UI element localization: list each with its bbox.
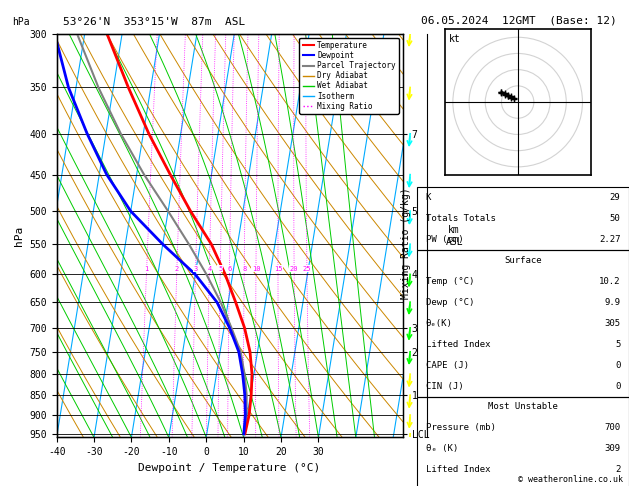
Text: 9.9: 9.9 — [604, 297, 621, 307]
Text: 50: 50 — [610, 214, 621, 223]
Text: 2.27: 2.27 — [599, 235, 621, 243]
Text: Totals Totals: Totals Totals — [425, 214, 496, 223]
Text: 305: 305 — [604, 318, 621, 328]
Text: 1: 1 — [145, 265, 149, 272]
Text: 4: 4 — [207, 265, 211, 272]
Text: 2: 2 — [175, 265, 179, 272]
Text: Mixing Ratio (g/kg): Mixing Ratio (g/kg) — [401, 187, 411, 299]
Y-axis label: km
ASL: km ASL — [445, 225, 463, 246]
Text: 0: 0 — [615, 382, 621, 391]
Text: 309: 309 — [604, 445, 621, 453]
Text: 0: 0 — [615, 361, 621, 369]
Text: 20: 20 — [290, 265, 298, 272]
Text: CIN (J): CIN (J) — [425, 382, 463, 391]
Text: Surface: Surface — [504, 256, 542, 264]
Legend: Temperature, Dewpoint, Parcel Trajectory, Dry Adiabat, Wet Adiabat, Isotherm, Mi: Temperature, Dewpoint, Parcel Trajectory… — [299, 38, 399, 114]
Text: 25: 25 — [303, 265, 311, 272]
Text: PW (cm): PW (cm) — [425, 235, 463, 243]
Text: 5: 5 — [615, 340, 621, 348]
X-axis label: Dewpoint / Temperature (°C): Dewpoint / Temperature (°C) — [138, 463, 321, 473]
Text: Temp (°C): Temp (°C) — [425, 277, 474, 286]
Text: 6: 6 — [227, 265, 231, 272]
Text: 3: 3 — [194, 265, 198, 272]
Text: 15: 15 — [274, 265, 282, 272]
Text: θₑ (K): θₑ (K) — [425, 445, 458, 453]
Text: kt: kt — [449, 34, 461, 44]
Text: Lifted Index: Lifted Index — [425, 466, 490, 474]
Text: 8: 8 — [242, 265, 247, 272]
Text: 2: 2 — [615, 466, 621, 474]
Text: 5: 5 — [218, 265, 223, 272]
Text: 10: 10 — [252, 265, 260, 272]
Text: Pressure (mb): Pressure (mb) — [425, 423, 496, 433]
Text: 10.2: 10.2 — [599, 277, 621, 286]
Text: Lifted Index: Lifted Index — [425, 340, 490, 348]
Text: θₑ(K): θₑ(K) — [425, 318, 452, 328]
Text: CAPE (J): CAPE (J) — [425, 361, 469, 369]
Y-axis label: hPa: hPa — [14, 226, 24, 246]
Text: 29: 29 — [610, 192, 621, 202]
Text: K: K — [425, 192, 431, 202]
Text: 700: 700 — [604, 423, 621, 433]
Text: Most Unstable: Most Unstable — [488, 402, 558, 412]
Text: © weatheronline.co.uk: © weatheronline.co.uk — [518, 474, 623, 484]
Text: Dewp (°C): Dewp (°C) — [425, 297, 474, 307]
Text: 53°26'N  353°15'W  87m  ASL: 53°26'N 353°15'W 87m ASL — [63, 17, 245, 27]
Text: hPa: hPa — [13, 17, 30, 27]
Text: 06.05.2024  12GMT  (Base: 12): 06.05.2024 12GMT (Base: 12) — [421, 16, 617, 26]
